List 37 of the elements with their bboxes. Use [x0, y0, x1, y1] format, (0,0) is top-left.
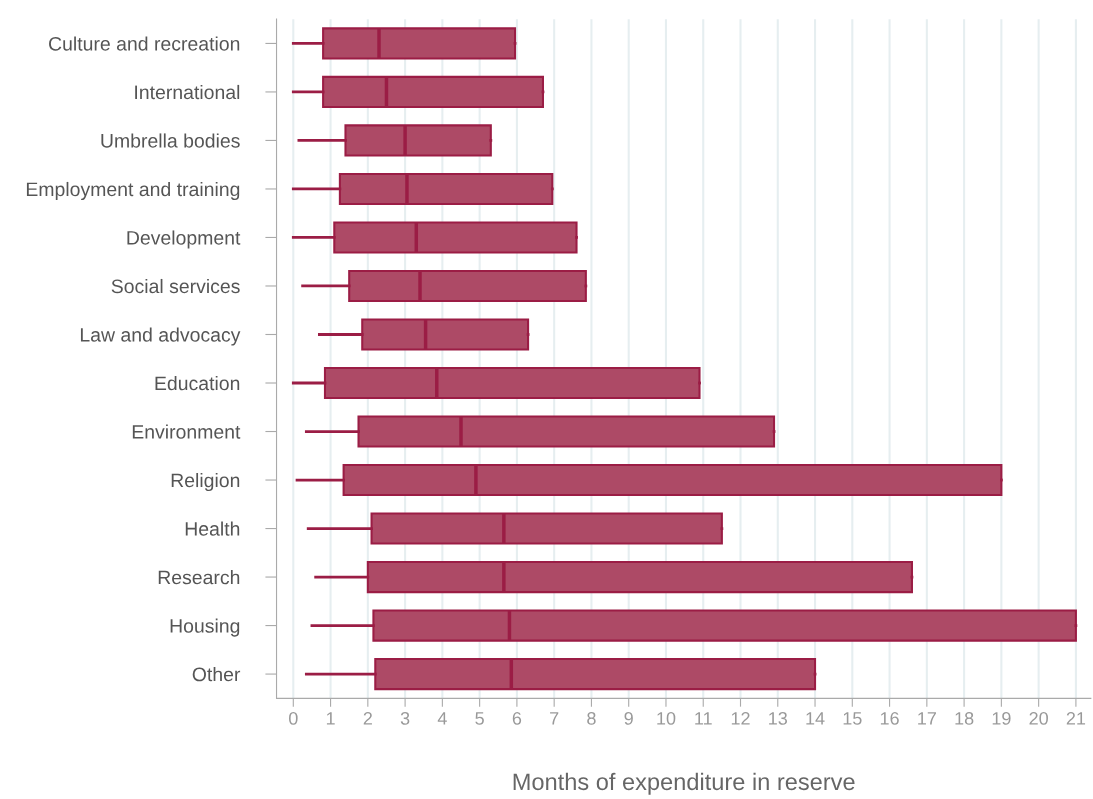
y-tick-label: International: [135, 84, 240, 100]
y-tick-label: Other: [192, 667, 241, 682]
x-tick-label: 3: [400, 712, 410, 725]
x-tick-label: 9: [624, 712, 633, 725]
x-tick-label: 5: [475, 712, 484, 725]
x-tick-label: 7: [550, 712, 559, 725]
x-tick-label: 0: [288, 712, 298, 725]
y-tick-label: Umbrella bodies: [101, 133, 240, 148]
x-tick-label: 15: [843, 712, 862, 725]
y-tick-label: Culture and recreation: [49, 36, 240, 51]
x-tick-label: 11: [695, 712, 712, 725]
x-tick-label: 19: [992, 712, 1011, 725]
y-tick-label: Education: [155, 375, 240, 391]
x-tick-label: 6: [512, 712, 522, 725]
y-tick-label: Housing: [170, 618, 240, 637]
y-tick-label: Social services: [111, 278, 240, 294]
y-tick-label: Environment: [132, 424, 241, 439]
x-axis-title: Months of expenditure in reserve: [513, 772, 855, 795]
x-tick-label: 4: [437, 712, 447, 725]
x-tick-label: 12: [731, 712, 750, 725]
y-tick-label: Employment and training: [26, 181, 240, 201]
x-tick-label: 20: [1029, 712, 1048, 725]
y-tick-label: Health: [185, 521, 240, 536]
y-tick-label: Research: [158, 570, 240, 585]
x-tick-label: 8: [587, 712, 596, 725]
y-tick-label: Religion: [171, 472, 240, 492]
x-tick-label: 18: [955, 712, 974, 725]
x-tick-label: 1: [326, 712, 335, 725]
y-tick-label: Law and advocacy: [80, 327, 241, 346]
x-tick-label: 17: [918, 712, 936, 725]
x-tick-label: 2: [363, 712, 372, 725]
x-tick-label: 10: [657, 712, 676, 725]
x-tick-label: 14: [806, 712, 825, 725]
x-tick-label: 21: [1066, 712, 1086, 725]
x-tick-label: 16: [880, 712, 899, 725]
y-tick-label: Development: [127, 230, 241, 249]
x-tick-label: 13: [769, 712, 788, 725]
